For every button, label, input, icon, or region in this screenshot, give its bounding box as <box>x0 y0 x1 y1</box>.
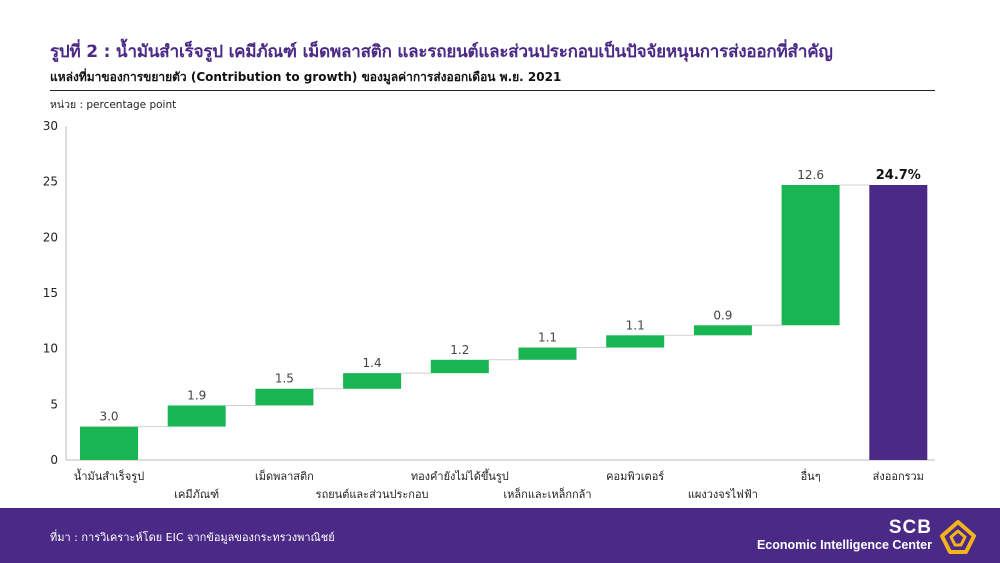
category-label: เคมีภัณฑ์ <box>174 488 219 501</box>
y-tick-label: 10 <box>43 342 58 356</box>
y-tick-label: 25 <box>43 175 58 189</box>
category-label: เม็ดพลาสติก <box>255 469 314 483</box>
y-tick-label: 30 <box>43 119 58 133</box>
contribution-bar <box>606 335 665 348</box>
total-bar <box>869 185 928 461</box>
category-label: ส่งออกรวม <box>873 470 924 483</box>
chart-subtitle: แหล่งที่มาของการขยายตัว (Contribution to… <box>50 70 562 84</box>
category-label: น้ำมันสำเร็จรูป <box>74 468 144 483</box>
data-label: 1.1 <box>538 331 557 345</box>
data-label: 1.2 <box>450 343 469 357</box>
contribution-bar <box>693 325 752 336</box>
unit-label: หน่วย : percentage point <box>50 99 177 111</box>
y-tick-label: 15 <box>43 286 58 300</box>
brand-name: SCB <box>888 517 932 538</box>
header-divider <box>50 90 935 91</box>
contribution-bar <box>343 373 402 389</box>
category-label: รถยนต์และส่วนประกอบ <box>316 488 429 501</box>
contribution-bar <box>518 347 577 360</box>
brand-tagline: Economic Intelligence Center <box>756 538 932 552</box>
contribution-bar <box>781 185 840 326</box>
category-label: เหล็กและเหล็กกล้า <box>503 487 591 501</box>
contribution-bar <box>167 405 226 427</box>
footer-bar: ที่มา : การวิเคราะห์โดย EIC จากข้อมูลของ… <box>0 508 1000 563</box>
data-label: 1.9 <box>187 388 206 402</box>
data-label: 12.6 <box>797 168 824 182</box>
data-label: 3.0 <box>99 410 118 424</box>
category-label: แผงวงจรไฟฟ้า <box>688 488 758 501</box>
data-label: 1.4 <box>363 356 382 370</box>
category-label: ทองคำยังไม่ได้ขึ้นรูป <box>411 468 509 483</box>
contribution-bar <box>430 359 489 374</box>
waterfall-chart: 0 5 10 15 20 25 30 3.0 น้ำมันสำเร็จรูป 1.9 เคมีภัณ… <box>43 119 935 501</box>
data-label: 1.1 <box>626 318 645 332</box>
category-label: อื่นๆ <box>801 468 821 483</box>
contribution-bar <box>80 426 138 460</box>
data-label: 1.5 <box>275 372 294 386</box>
source-note: ที่มา : การวิเคราะห์โดย EIC จากข้อมูลของ… <box>50 531 335 544</box>
y-tick-label: 5 <box>50 397 58 411</box>
contribution-bar <box>255 388 314 406</box>
y-tick-label: 0 <box>50 453 58 467</box>
chart-title: รูปที่ 2 : น้ำมันสำเร็จรูป เคมีภัณฑ์ เม็… <box>50 42 833 62</box>
scb-logo-icon <box>940 520 976 554</box>
data-label: 24.7% <box>876 168 921 183</box>
y-tick-label: 20 <box>43 230 58 244</box>
category-label: คอมพิวเตอร์ <box>606 470 664 483</box>
data-label: 0.9 <box>713 308 732 322</box>
